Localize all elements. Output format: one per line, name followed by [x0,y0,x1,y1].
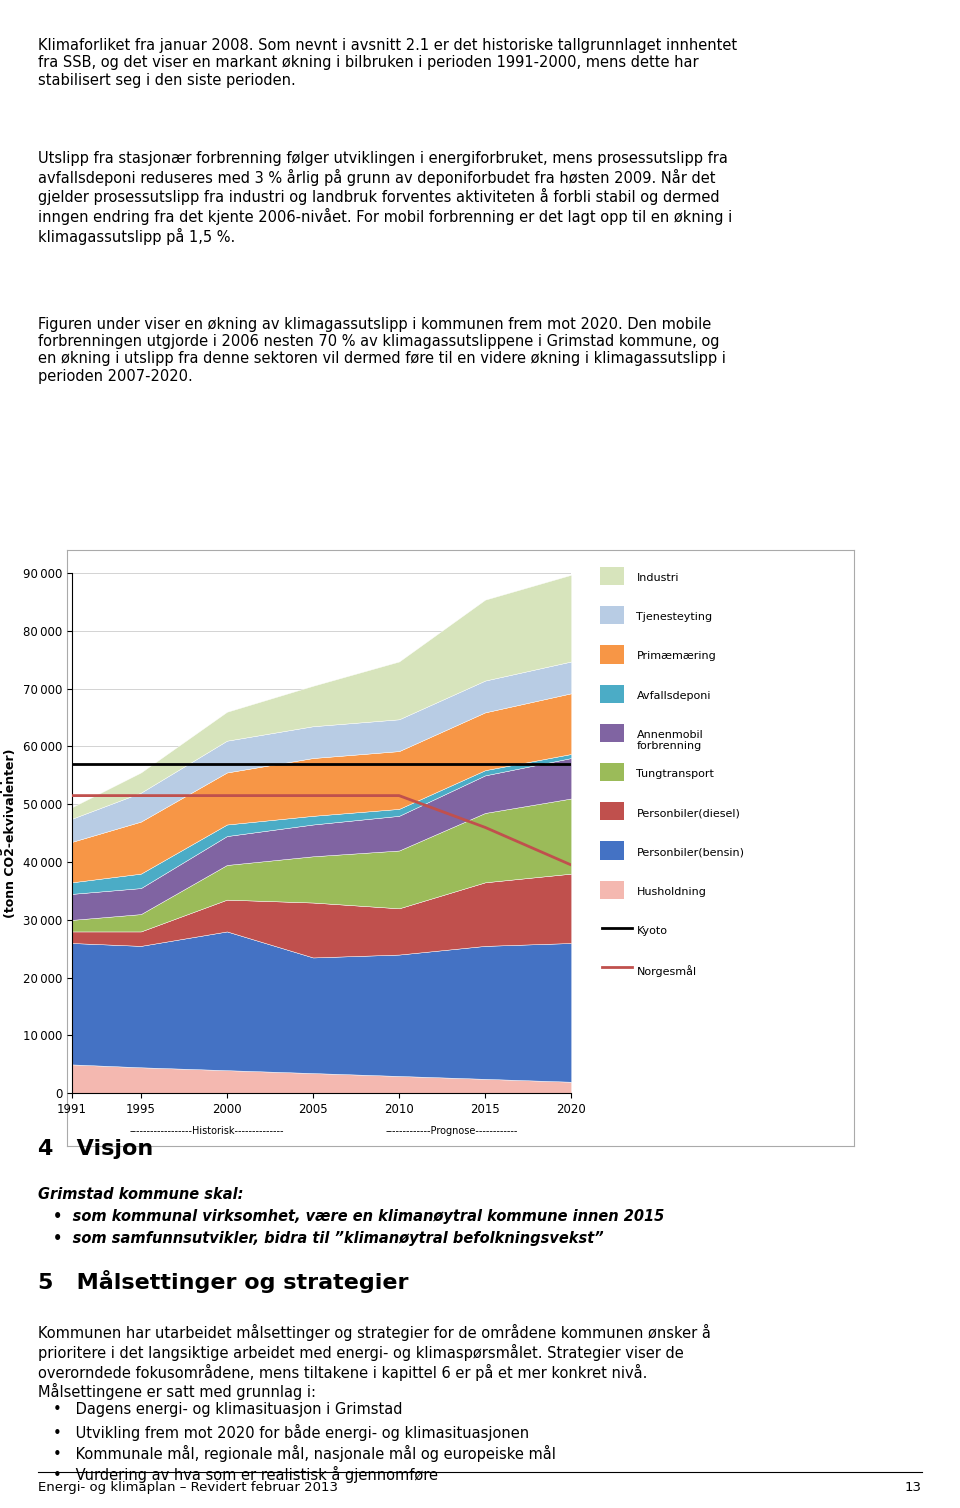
Text: 4   Visjon: 4 Visjon [38,1139,154,1158]
Text: Klimaforliket fra januar 2008. Som nevnt i avsnitt 2.1 er det historiske tallgru: Klimaforliket fra januar 2008. Som nevnt… [38,38,737,87]
Text: •  som kommunal virksomhet, være en klimanøytral kommune innen 2015: • som kommunal virksomhet, være en klima… [53,1209,664,1224]
Text: ------------------Historisk--------------: ------------------Historisk-------------… [130,1126,284,1137]
Text: •   Dagens energi- og klimasituasjon i Grimstad: • Dagens energi- og klimasituasjon i Gri… [53,1402,402,1418]
Text: Tjenesteyting: Tjenesteyting [636,612,712,623]
Text: •   Vurdering av hva som er realistisk å gjennomføre: • Vurdering av hva som er realistisk å g… [53,1466,438,1482]
Text: Kyoto: Kyoto [636,926,667,936]
Y-axis label: Klimagassutslipp
(tonn CO2-ekvivalenter): Klimagassutslipp (tonn CO2-ekvivalenter) [0,748,17,918]
Text: Industri: Industri [636,573,679,584]
Text: Avfallsdeponi: Avfallsdeponi [636,691,711,701]
Text: •  som samfunnsutvikler, bidra til ”klimanøytral befolkningsvekst”: • som samfunnsutvikler, bidra til ”klima… [53,1231,604,1246]
Text: Tungtransport: Tungtransport [636,769,714,780]
Text: Grimstad kommune skal:: Grimstad kommune skal: [38,1187,244,1202]
Text: 5   Målsettinger og strategier: 5 Målsettinger og strategier [38,1270,409,1292]
Text: 13: 13 [904,1481,922,1494]
Text: •   Kommunale mål, regionale mål, nasjonale mål og europeiske mål: • Kommunale mål, regionale mål, nasjonal… [53,1445,556,1461]
Text: Kommunen har utarbeidet målsettinger og strategier for de områdene kommunen ønsk: Kommunen har utarbeidet målsettinger og … [38,1324,711,1401]
Text: •   Utvikling frem mot 2020 for både energi- og klimasituasjonen: • Utvikling frem mot 2020 for både energ… [53,1424,529,1440]
Text: Energi- og klimaplan – Revidert februar 2013: Energi- og klimaplan – Revidert februar … [38,1481,338,1494]
Text: Primæmæring: Primæmæring [636,651,716,662]
Text: Husholdning: Husholdning [636,887,707,897]
Text: Personbiler(diesel): Personbiler(diesel) [636,808,740,819]
Text: Utslipp fra stasjonær forbrenning følger utviklingen i energiforbruket, mens pro: Utslipp fra stasjonær forbrenning følger… [38,151,732,246]
Text: Annenmobil
forbrenning: Annenmobil forbrenning [636,730,704,751]
Text: -------------Prognose------------: -------------Prognose------------ [385,1126,517,1137]
Text: Personbiler(bensin): Personbiler(bensin) [636,847,745,858]
Text: Figuren under viser en økning av klimagassutslipp i kommunen frem mot 2020. Den : Figuren under viser en økning av klimaga… [38,317,727,385]
Text: Norgesmål: Norgesmål [636,965,697,977]
